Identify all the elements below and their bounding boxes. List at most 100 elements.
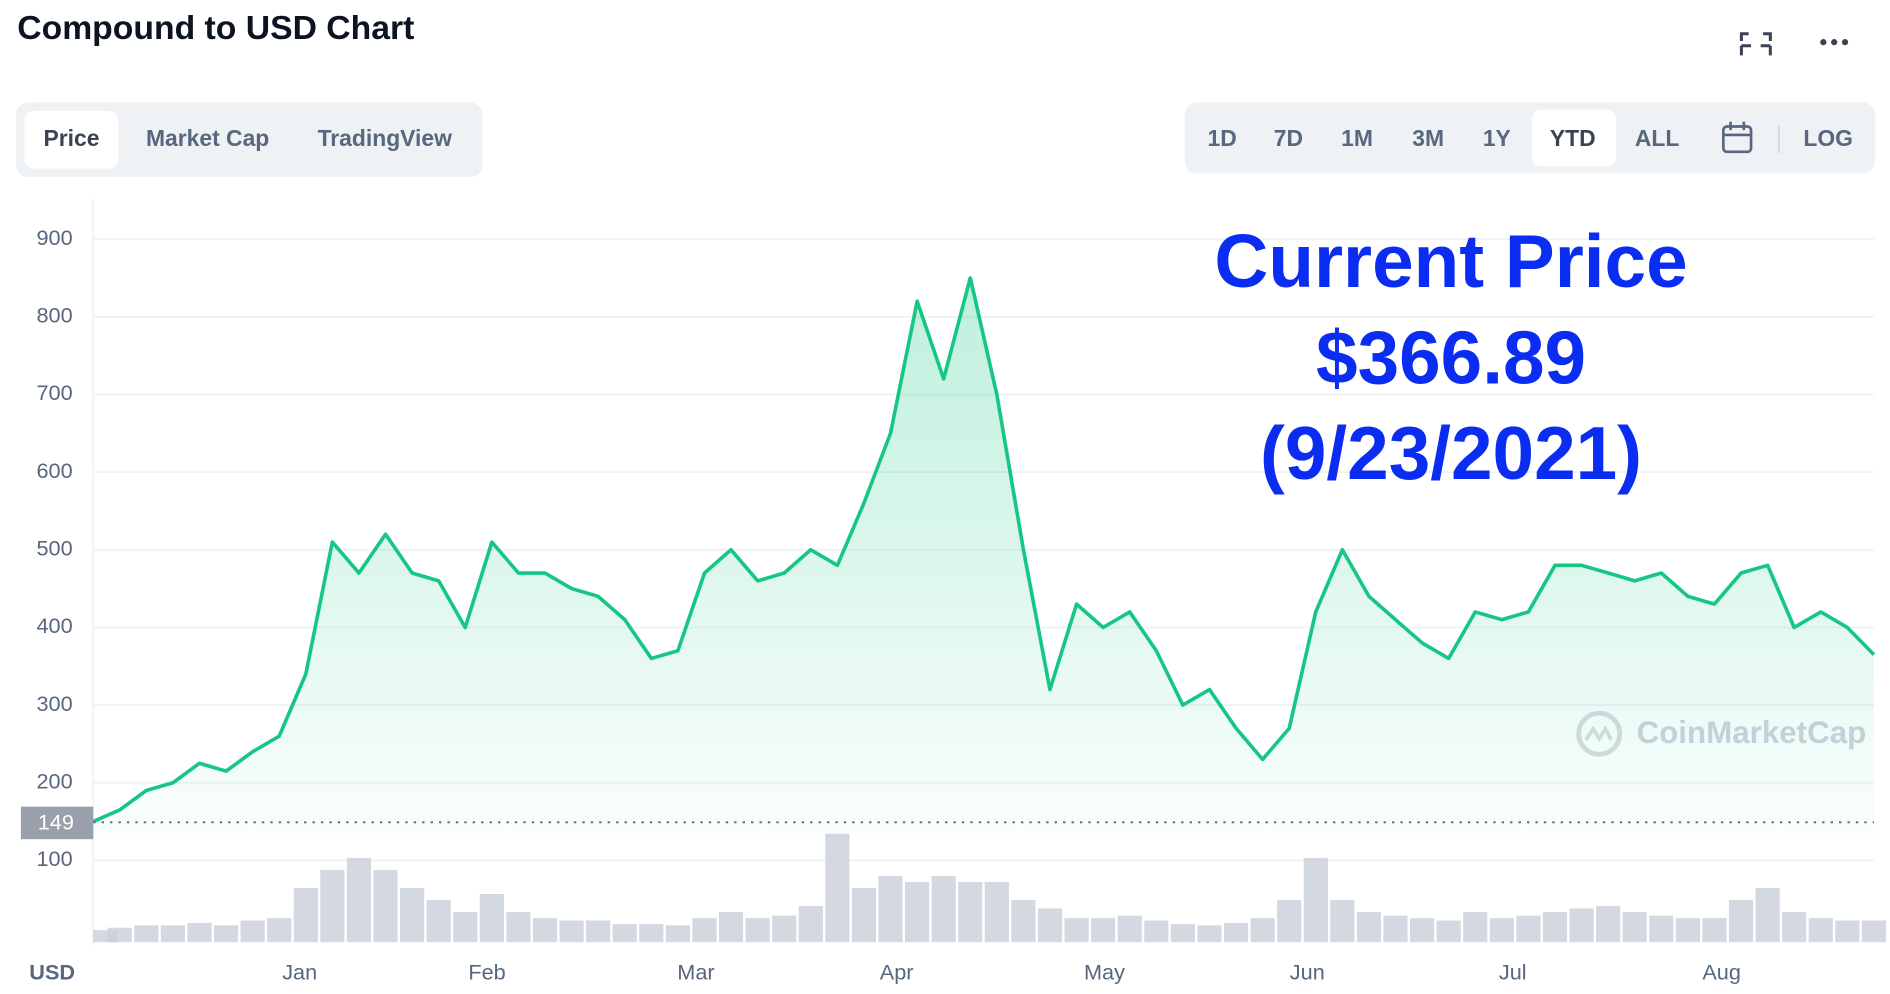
y-tick-label: 500 [37,536,73,561]
x-tick-label: Mar [677,959,714,984]
volume-bar [1569,908,1594,943]
volume-bar [1091,918,1116,943]
volume-bar [772,915,797,943]
volume-bar [931,875,956,943]
range-button[interactable]: ALL [1635,125,1679,151]
volume-bar [1250,918,1275,943]
volume-bar [293,887,318,943]
volume-bar [1622,912,1647,943]
volume-bar [1755,887,1780,943]
volume-bar [825,833,850,943]
volume-bar [267,918,292,943]
volume-bar [639,924,664,943]
volume-bar [665,925,690,943]
volume-bar [692,918,717,943]
range-button[interactable]: 1M [1341,125,1373,151]
volume-bar [400,887,425,943]
volume-bar [479,893,504,943]
volume-bar [213,925,239,943]
x-tick-label: Jul [1499,959,1527,984]
y-tick-label: 300 [37,691,73,716]
volume-bar [1861,920,1887,943]
active-range-bg [1531,109,1617,167]
volume-bar [1064,918,1089,943]
volume-bar [426,900,451,943]
active-tab-bg [24,110,119,169]
fullscreen-icon[interactable] [1739,32,1772,56]
range-button[interactable]: 3M [1412,125,1444,151]
volume-bar [984,881,1009,943]
volume-bar [1489,918,1514,943]
annotation: $366.89 [1316,316,1586,400]
range-button[interactable]: 7D [1274,125,1303,151]
volume-bar [1463,912,1488,943]
y-tick-label: 900 [37,225,73,250]
volume-bar [1223,922,1249,943]
axis-unit: USD [29,959,75,984]
y-tick-label: 100 [37,846,73,871]
volume-bar [1144,920,1169,943]
volume-bar [878,875,903,943]
more-icon[interactable] [1820,39,1849,46]
y-tick-label: 600 [37,458,73,483]
y-tick-label: 800 [37,303,73,328]
volume-bar [1516,915,1541,943]
volume-bar [1303,857,1328,943]
volume-bar [798,906,823,943]
y-tick-label: 200 [37,768,73,793]
reference-label: 149 [38,809,74,834]
volume-bar [373,869,398,943]
volume-bar [612,924,637,943]
volume-bar [1383,915,1408,943]
calendar-icon[interactable] [1722,121,1753,154]
x-tick-label: Apr [880,959,914,984]
tab[interactable]: Price [44,125,100,151]
x-tick-label: May [1084,959,1125,984]
volume-bar [718,912,744,943]
volume-bar [107,927,132,943]
range-button[interactable]: YTD [1550,125,1596,151]
volume-bar [1436,920,1461,943]
volume-bar [1808,918,1833,943]
volume-bar [1011,900,1036,943]
volume-bar [532,918,558,943]
range-button[interactable]: 1Y [1483,125,1511,151]
log-toggle[interactable]: LOG [1803,125,1853,151]
volume-bar [586,920,611,943]
volume-bar [1702,918,1727,943]
tab-bar [16,102,483,178]
y-tick-label: 400 [37,613,73,638]
volume-bar [1542,912,1568,943]
annotation: Current Price [1214,219,1687,303]
x-tick-label: Aug [1702,959,1741,984]
volume-bar [1330,900,1355,943]
reference-tag [20,806,94,840]
range-bar [1184,102,1876,174]
volume-bar [1835,920,1860,943]
y-tick-label: 700 [37,380,73,405]
x-tick-label: Feb [468,959,505,984]
volume-bar [187,922,212,943]
price-line [92,276,1876,824]
volume-bar [851,887,877,943]
volume-bar [1675,918,1700,943]
range-button[interactable]: 1D [1207,125,1236,151]
annotation: (9/23/2021) [1260,411,1642,495]
volume-bar [745,918,770,943]
volume-bar [1410,918,1435,943]
volume-bar [1117,915,1142,943]
volume-bar [1782,912,1807,943]
volume-bar [240,920,265,943]
tab[interactable]: Market Cap [146,125,269,151]
volume-bar [559,920,584,943]
volume-bar [134,925,159,943]
volume-bar [1170,924,1195,943]
volume-bar [958,881,983,943]
tab[interactable]: TradingView [318,125,453,151]
volume-bar [320,869,345,943]
page-title: Compound to USD Chart [17,9,414,47]
volume-bar [905,881,930,943]
price-area [93,277,1874,838]
volume-bar [1649,915,1674,943]
